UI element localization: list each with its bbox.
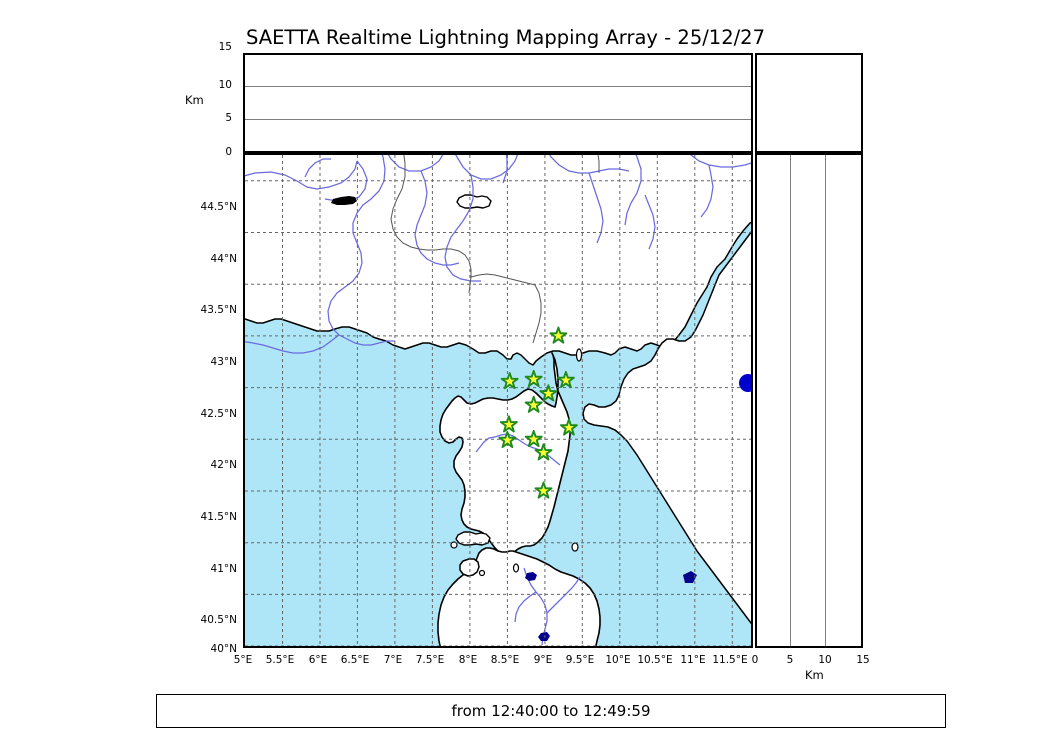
corner-panel[interactable] [755,53,863,153]
longitude-tick-6-5: 6.5°E [340,654,370,666]
island-elba [456,194,492,209]
map-gridlines [245,155,751,646]
right-axis-label: Km [805,668,824,682]
altitude-tick-15: 15 [218,41,232,53]
map-canvas [245,155,751,646]
longitude-tick-11: 11°E [680,654,706,666]
longitude-tick-7: 7°E [383,654,403,666]
right-axis-tick-5: 5 [786,654,794,666]
islet-2 [478,569,486,577]
longitude-tick-11-5: 11.5°E [712,654,748,666]
altitude-vs-latitude-panel[interactable] [755,153,863,648]
latitude-tick-44-5: 44.5°N [200,201,237,213]
islet-5 [575,348,583,362]
longitude-tick-10-5: 10.5°E [637,654,673,666]
altitude-tick-5: 5 [225,112,232,124]
longitude-tick-8-5: 8.5°E [490,654,520,666]
islet-3 [512,563,520,573]
islet-1 [450,541,458,549]
islet-4 [571,542,579,552]
right-axis-tick-15: 15 [856,654,870,666]
longitude-tick-5: 5°E [233,654,253,666]
lake-geneva [331,196,357,205]
gridline-alt-10 [245,86,751,87]
landmass-sardinia [437,547,601,646]
altitude-tick-0: 0 [225,146,232,158]
landmass-continental-europe [245,155,751,366]
longitude-tick-5-5: 5.5°E [265,654,295,666]
coast-mark-italy [683,571,697,583]
longitude-tick-9: 9°E [533,654,553,666]
latitude-tick-41: 41°N [210,563,237,575]
longitude-tick-8: 8°E [458,654,478,666]
gridline-km-5 [790,155,791,646]
status-bar[interactable]: from 12:40:00 to 12:49:59 [156,694,946,728]
lake-sardinia-2 [538,632,550,641]
altitude-vs-longitude-panel[interactable] [243,53,753,153]
gridline-km-10 [825,155,826,646]
page-title: SAETTA Realtime Lightning Mapping Array … [246,26,765,49]
latitude-tick-41-5: 41.5°N [200,511,237,523]
latitude-tick-42: 42°N [210,459,237,471]
lake-sardinia-1 [525,572,537,581]
event-marker-blue [739,374,751,392]
latitude-tick-43-5: 43.5°N [200,304,237,316]
latitude-tick-40-5: 40.5°N [200,614,237,626]
gridline-alt-5 [245,119,751,120]
longitude-tick-9-5: 9.5°E [565,654,595,666]
altitude-tick-10: 10 [218,79,232,91]
latitude-tick-42-5: 42.5°N [200,408,237,420]
landmass-sardinia-northwest [459,558,480,577]
right-axis-tick-10: 10 [818,654,832,666]
latitude-tick-44: 44°N [210,253,237,265]
map-panel[interactable] [243,153,753,648]
longitude-tick-10: 10°E [605,654,631,666]
altitude-axis-label: Km [185,93,204,107]
right-axis-tick-0: 0 [751,654,759,666]
longitude-tick-6: 6°E [308,654,328,666]
longitude-tick-7-5: 7.5°E [415,654,445,666]
landmass-italy-peninsula [582,231,751,624]
latitude-tick-40: 40°N [210,643,237,655]
status-bar-text: from 12:40:00 to 12:49:59 [451,702,651,720]
latitude-tick-43: 43°N [210,356,237,368]
